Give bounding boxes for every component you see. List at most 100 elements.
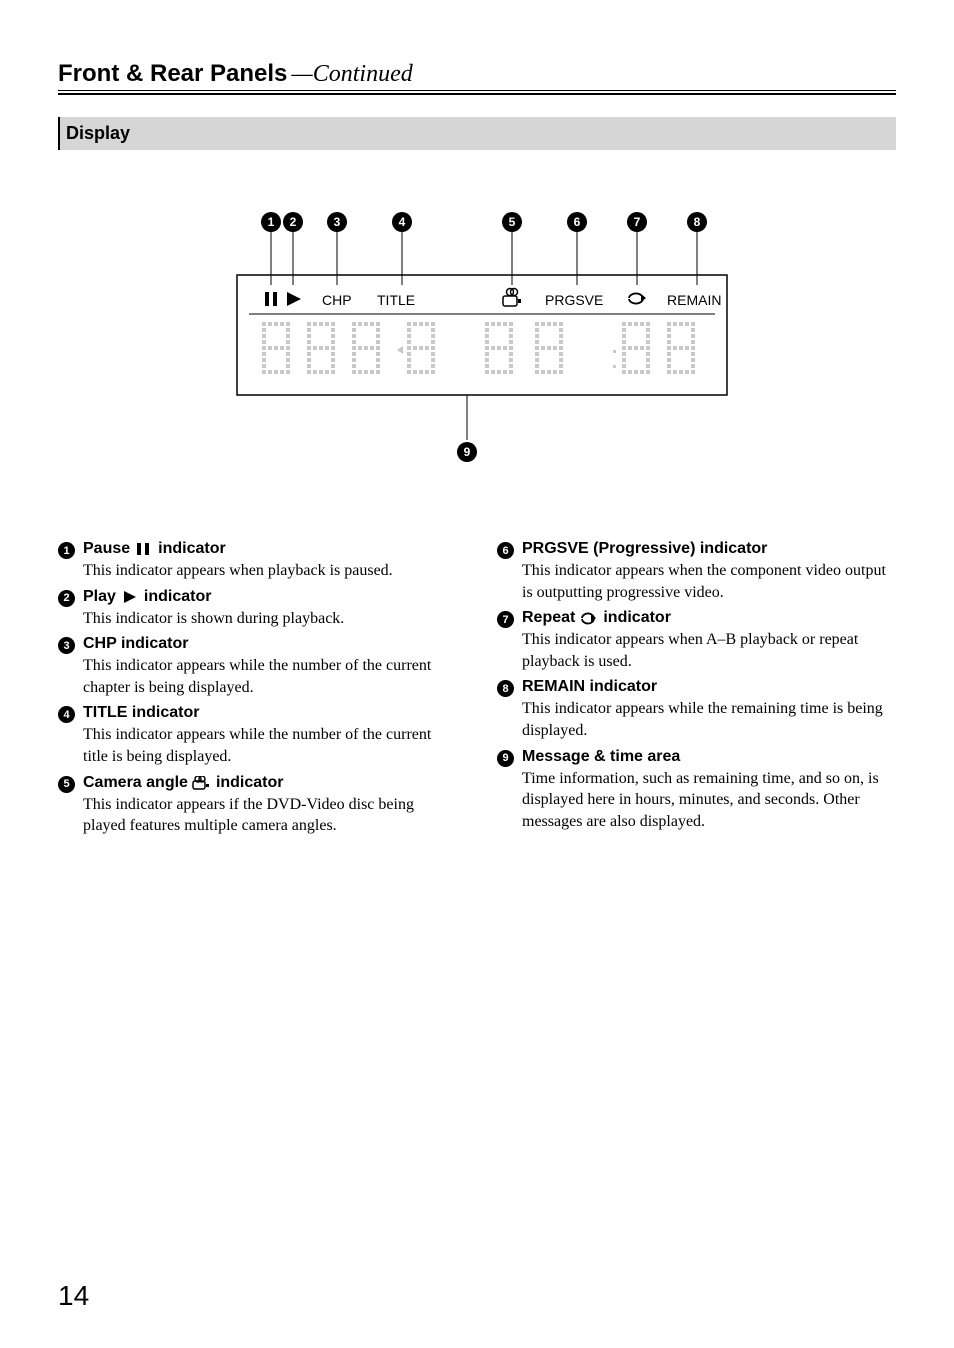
item-desc: This indicator appears while the number … [83, 655, 457, 698]
indicator-item-2: 2 Play indicator This indicator is shown d… [58, 588, 457, 630]
item-title: Repeat indicator [522, 609, 896, 627]
d1 [262, 322, 290, 374]
indicator-item-8: 8 REMAIN indicatorThis indicator appears … [497, 678, 896, 741]
repeat-icon [579, 611, 599, 625]
item-desc: This indicator appears when A–B playback… [522, 629, 896, 672]
callout-8: 8 [687, 212, 707, 285]
callout-5: 5 [502, 212, 522, 285]
item-title-pre: Camera angle [83, 774, 188, 792]
item-title-pre: Repeat [522, 609, 575, 627]
d6 [535, 322, 563, 374]
indicator-item-6: 6 PRGSVE (Progressive) indicator This indi… [497, 540, 896, 603]
item-title: PRGSVE (Progressive) indicator [522, 540, 896, 558]
svg-text:3: 3 [334, 215, 341, 229]
item-desc: This indicator is shown during playback. [83, 608, 457, 630]
page-header: Front & Rear Panels —Continued [58, 60, 896, 91]
svg-text:6: 6 [574, 215, 581, 229]
item-title: Message & time area [522, 748, 896, 766]
display-diagram: 1 2 3 4 5 6 7 8 CHP TITLE [58, 210, 896, 480]
indicator-item-1: 1 Pause indicator This indicator appears w… [58, 540, 457, 582]
svg-text:8: 8 [694, 215, 701, 229]
item-body: CHP indicator This indicator appears whil… [83, 635, 457, 698]
pause-icon [134, 542, 154, 556]
item-body: Camera angle indicator This indicator app… [83, 774, 457, 837]
header-title: Front & Rear Panels [58, 60, 287, 88]
item-desc: This indicator appears when playback is … [83, 560, 457, 582]
lead-mark [397, 346, 403, 354]
indicator-item-3: 3CHP indicatorThis indicator appears whi… [58, 635, 457, 698]
right-column: 6 PRGSVE (Progressive) indicator This indi… [497, 540, 896, 843]
d2 [307, 322, 335, 374]
d3 [352, 322, 380, 374]
item-number: 8 [497, 680, 514, 697]
d5 [485, 322, 513, 374]
item-title: Camera angle indicator [83, 774, 457, 792]
item-number: 7 [497, 611, 514, 628]
svg-text:2: 2 [290, 215, 297, 229]
d7 [622, 322, 650, 374]
item-title-pre: Message & time area [522, 748, 680, 766]
item-title-icon [192, 776, 212, 790]
item-title-pre: Pause [83, 540, 130, 558]
svg-text:7: 7 [634, 215, 641, 229]
item-number: 4 [58, 706, 75, 723]
item-number: 2 [58, 590, 75, 607]
item-body: PRGSVE (Progressive) indicator This indic… [522, 540, 896, 603]
callout-6: 6 [567, 212, 587, 285]
item-title-pre: PRGSVE (Progressive) indicator [522, 540, 767, 558]
item-body: Repeat indicator This indicator appears w… [522, 609, 896, 672]
callout-7: 7 [627, 212, 647, 285]
item-title-pre: TITLE indicator [83, 704, 199, 722]
d8 [667, 322, 695, 374]
svg-text:1: 1 [268, 215, 275, 229]
item-title-icon [134, 542, 154, 556]
item-body: TITLE indicator This indicator appears wh… [83, 704, 457, 767]
item-title-pre: CHP indicator [83, 635, 189, 653]
item-body: REMAIN indicatorThis indicator appears w… [522, 678, 896, 741]
item-body: Message & time areaTime information, suc… [522, 748, 896, 833]
repeat-icon [629, 294, 646, 304]
indicator-item-5: 5Camera angle indicatorThis indicator ap… [58, 774, 457, 837]
item-title: Pause indicator [83, 540, 457, 558]
item-number: 1 [58, 542, 75, 559]
item-title: TITLE indicator [83, 704, 457, 722]
header-rule [58, 93, 896, 95]
indicator-item-9: 9 Message & time areaTime information, su… [497, 748, 896, 833]
callout-3: 3 [327, 212, 347, 285]
item-title-post: indicator [158, 540, 226, 558]
item-body: Pause indicator This indicator appears wh… [83, 540, 457, 582]
svg-text:5: 5 [509, 215, 516, 229]
indicator-item-4: 4 TITLE indicator This indicator appears w… [58, 704, 457, 767]
callout-4: 4 [392, 212, 412, 285]
play-icon [120, 590, 140, 604]
display-icon-row: CHP TITLE PRGSVE REMAIN [265, 289, 721, 309]
item-number: 9 [497, 750, 514, 767]
label-prgsve: PRGSVE [545, 292, 603, 308]
callout-9: 9 [457, 395, 477, 462]
display-diagram-svg: 1 2 3 4 5 6 7 8 CHP TITLE [207, 210, 747, 480]
pause-icon [265, 292, 277, 306]
item-title-post: indicator [603, 609, 671, 627]
indicator-item-7: 7 Repeat indicator This indicator appears … [497, 609, 896, 672]
left-column: 1 Pause indicator This indicator appears w… [58, 540, 457, 843]
item-desc: This indicator appears if the DVD-Video … [83, 794, 457, 837]
item-desc: This indicator appears when the componen… [522, 560, 896, 603]
item-title-pre: Play [83, 588, 116, 606]
item-title-post: indicator [144, 588, 212, 606]
item-number: 6 [497, 542, 514, 559]
indicator-columns: 1 Pause indicator This indicator appears w… [58, 540, 896, 843]
label-title: TITLE [377, 292, 415, 308]
item-title: REMAIN indicator [522, 678, 896, 696]
item-title-pre: REMAIN indicator [522, 678, 657, 696]
svg-text:9: 9 [464, 445, 471, 459]
callout-2: 2 [283, 212, 303, 285]
camera-icon [503, 289, 521, 307]
camera-icon [192, 776, 212, 790]
section-title: Display [58, 117, 896, 150]
item-title-post: indicator [216, 774, 284, 792]
svg-text:4: 4 [399, 215, 406, 229]
item-desc: This indicator appears while the number … [83, 724, 457, 767]
callout-1: 1 [261, 212, 281, 285]
play-icon [287, 292, 301, 306]
item-title: CHP indicator [83, 635, 457, 653]
